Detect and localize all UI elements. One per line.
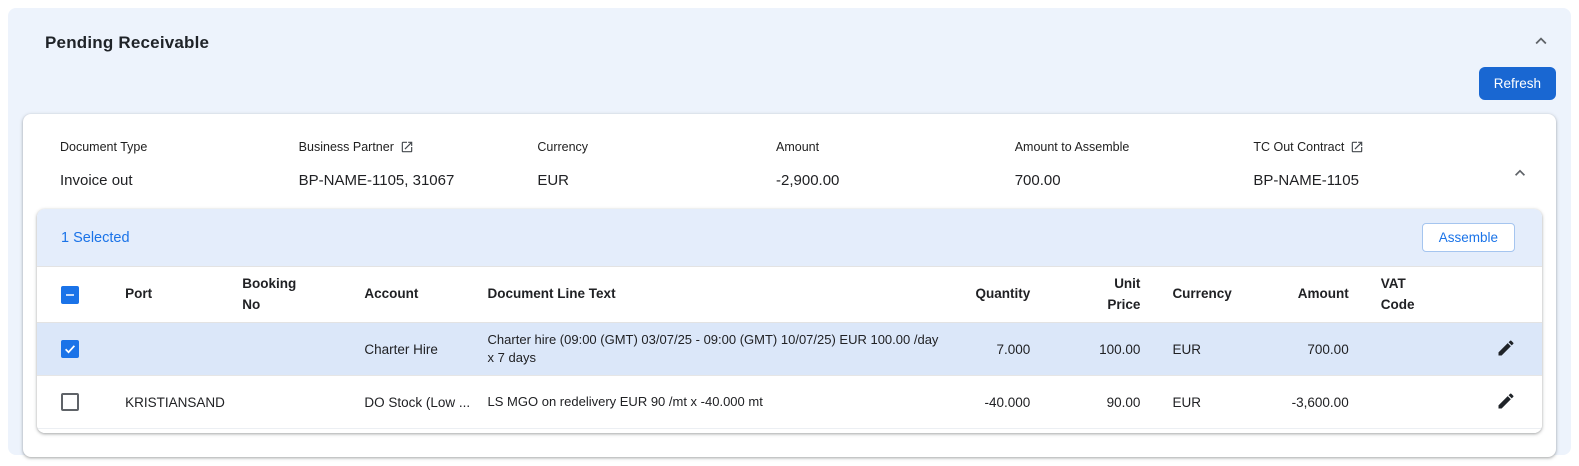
- open-in-new-icon[interactable]: [1350, 140, 1364, 154]
- pencil-icon: [1496, 339, 1516, 361]
- cell-amount: -3,600.00: [1291, 394, 1349, 410]
- cell-amount: 700.00: [1307, 341, 1349, 357]
- cell-port: [109, 323, 226, 376]
- cell-currency: EUR: [1172, 341, 1201, 357]
- chevron-up-icon: [1530, 30, 1552, 55]
- field-value: EUR: [537, 172, 570, 189]
- page-title: Pending Receivable: [45, 32, 210, 52]
- selection-toolbar: 1 Selected Assemble: [37, 209, 1542, 266]
- cell-edit: [1453, 376, 1542, 429]
- cell-currency: EUR: [1172, 394, 1201, 410]
- cell-unit_price: 90.00: [1106, 394, 1141, 410]
- cell-quantity: -40.000: [984, 394, 1031, 410]
- field-tc-out-contract: TC Out Contract BP-NAME-1105: [1253, 140, 1492, 189]
- cell-vat_code: [1365, 323, 1453, 376]
- table-header-row: Port Booking No Account Document Line Text Q…: [37, 266, 1542, 323]
- field-label: Business Partner: [298, 140, 394, 154]
- field-value: BP-NAME-1105: [1253, 172, 1359, 189]
- refresh-button[interactable]: Refresh: [1478, 67, 1556, 100]
- field-label: Currency: [537, 140, 589, 154]
- field-label: TC Out Contract: [1253, 140, 1345, 154]
- cell-unit_price: 100.00: [1099, 341, 1141, 357]
- edit-row-button[interactable]: [1492, 387, 1520, 418]
- column-header-label: Currency: [1172, 286, 1232, 302]
- column-header-account: Account: [348, 267, 471, 323]
- field-amount: Amount -2,900.00: [776, 140, 1015, 189]
- column-header-label: Account: [364, 286, 419, 302]
- column-header-label: Amount: [1297, 286, 1349, 302]
- cell-booking_no: [226, 376, 348, 429]
- cell-select: [37, 323, 109, 376]
- line-items-table: Port Booking No Account Document Line Text Q…: [37, 266, 1542, 429]
- summary-fields-row: Document Type Invoice out Business Partn…: [37, 126, 1542, 209]
- column-header-port: Port: [109, 267, 226, 323]
- edit-row-button[interactable]: [1492, 334, 1520, 365]
- cell-account: Charter Hire: [364, 341, 438, 357]
- cell-document_line_text: Charter hire (09:00 (GMT) 03/07/25 - 09:…: [487, 332, 939, 365]
- cell-account: DO Stock (Low ...: [364, 394, 471, 410]
- assemble-button[interactable]: Assemble: [1421, 223, 1515, 252]
- receivable-card: Document Type Invoice out Business Partn…: [23, 114, 1556, 457]
- row-checkbox[interactable]: [61, 340, 79, 358]
- cell-booking_no: [226, 323, 348, 376]
- select-all-checkbox[interactable]: [61, 285, 79, 304]
- column-header-label: VAT Code: [1380, 275, 1415, 312]
- field-value: 700.00: [1014, 172, 1061, 189]
- column-header-currency: Currency: [1156, 267, 1258, 323]
- cell-edit: [1453, 323, 1542, 376]
- panel-collapse-button[interactable]: [1528, 28, 1554, 57]
- cell-quantity: 7.000: [996, 341, 1031, 357]
- column-header-unit_price: Unit Price: [1046, 267, 1156, 323]
- column-header-label: Document Line Text: [487, 286, 616, 302]
- field-value: -2,900.00: [776, 172, 840, 189]
- line-items-section: 1 Selected Assemble Port Booking No Accoun…: [37, 209, 1542, 433]
- field-amount-to-assemble: Amount to Assemble 700.00: [1015, 140, 1254, 189]
- field-document-type: Document Type Invoice out: [60, 140, 299, 189]
- cell-vat_code: [1365, 376, 1453, 429]
- column-header-document_line_text: Document Line Text: [472, 267, 959, 323]
- pencil-icon: [1496, 392, 1516, 414]
- column-header-quantity: Quantity: [958, 267, 1046, 323]
- field-label: Amount: [776, 140, 820, 154]
- column-header-label: Booking No: [242, 275, 297, 312]
- card-collapse-button[interactable]: [1508, 161, 1532, 188]
- column-header-label: Quantity: [975, 286, 1031, 302]
- field-value: Invoice out: [60, 172, 133, 189]
- chevron-up-icon: [1510, 163, 1530, 186]
- column-header-select: [37, 267, 109, 323]
- field-label: Document Type: [60, 140, 148, 154]
- column-header-edit: [1453, 267, 1542, 323]
- column-header-label: Unit Price: [1107, 275, 1141, 312]
- refresh-row: Refresh: [23, 67, 1556, 100]
- field-label: Amount to Assemble: [1014, 140, 1130, 154]
- panel-header: Pending Receivable: [23, 8, 1556, 57]
- table-row[interactable]: Charter Hire Charter hire (09:00 (GMT) 03…: [37, 322, 1542, 376]
- field-value: BP-NAME-1105, 31067: [298, 172, 455, 189]
- selected-count-text: 1 Selected: [61, 229, 130, 246]
- cell-port: KRISTIANSAND: [125, 394, 225, 410]
- open-in-new-icon[interactable]: [400, 140, 414, 154]
- table-row[interactable]: KRISTIANSAND DO Stock (Low ... LS MGO on r…: [37, 375, 1542, 429]
- table-bottom-padding: [37, 429, 1542, 433]
- field-business-partner: Business Partner BP-NAME-1105, 31067: [299, 140, 538, 189]
- pending-receivable-panel: Pending Receivable Refresh Document Type…: [8, 8, 1571, 457]
- row-checkbox[interactable]: [61, 393, 79, 411]
- column-header-booking_no: Booking No: [226, 267, 348, 323]
- column-header-amount: Amount: [1259, 267, 1365, 323]
- cell-select: [37, 376, 109, 429]
- cell-document_line_text: LS MGO on redelivery EUR 90 /mt x -40.00…: [487, 394, 763, 410]
- field-currency: Currency EUR: [537, 140, 776, 189]
- column-header-vat_code: VAT Code: [1365, 267, 1453, 323]
- column-header-label: Port: [125, 286, 153, 302]
